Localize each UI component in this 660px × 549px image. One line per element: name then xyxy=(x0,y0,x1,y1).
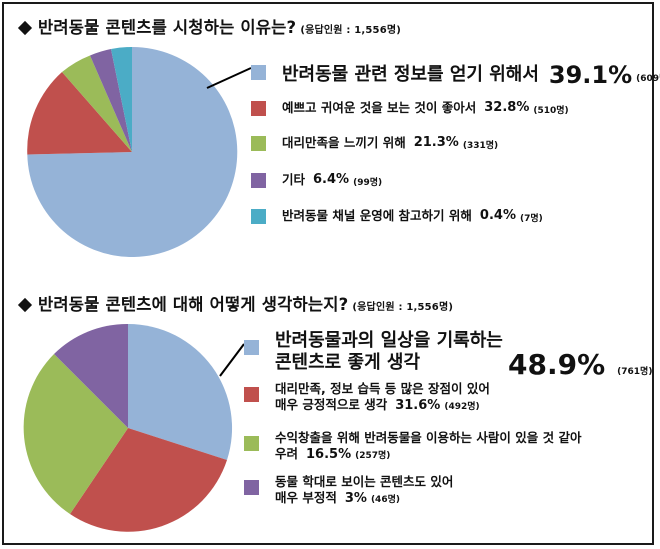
section1-title-text: 반려동물 콘텐츠를 시청하는 이유는? xyxy=(38,18,297,37)
legend-label: 예쁘고 귀여운 것을 보는 것이 좋아서 xyxy=(282,100,477,115)
pie2-slice-very-positive xyxy=(70,428,227,532)
pie1-legend-item: 반려동물 채널 운영에 참고하기 위해 0.4% (7명) xyxy=(251,208,543,224)
section2-respondents-note: (응답인원 : 1,556명) xyxy=(352,302,454,313)
legend-swatch-green xyxy=(244,436,259,451)
legend-count: (761명) xyxy=(617,367,653,377)
legend-swatch-red xyxy=(251,101,266,116)
legend-label: 수익창출을 위해 반려동물을 이용하는 사람이 있을 것 같아 우려 16.5%(… xyxy=(275,430,581,464)
section2-title: 반려동물 콘텐츠에 대해 어떻게 생각하는지? (응답인원 : 1,556명) xyxy=(17,291,454,315)
section2-title-text: 반려동물 콘텐츠에 대해 어떻게 생각하는지? xyxy=(38,295,349,314)
pie2-legend-item: 반려동물과의 일상을 기록하는 콘텐츠로 좋게 생각 xyxy=(244,330,503,374)
legend-label-line2: 매우 부정적 xyxy=(275,490,337,505)
legend-count: (331명) xyxy=(462,141,499,151)
pie1-leader-line xyxy=(206,67,252,89)
legend-count: (99명) xyxy=(353,178,383,188)
legend-label: 반려동물과의 일상을 기록하는 콘텐츠로 좋게 생각 xyxy=(275,330,503,374)
legend-percent: 21.3% xyxy=(413,135,459,150)
legend-count: (257명) xyxy=(355,451,391,461)
legend-label-line1: 대리만족, 정보 습득 등 많은 장점이 있어 xyxy=(275,381,490,396)
legend-swatch-red xyxy=(244,387,259,402)
section1-respondents-note: (응답인원 : 1,556명) xyxy=(300,25,402,36)
pie1-slice-vicarious xyxy=(62,55,132,152)
pie1-slice-cute xyxy=(27,72,132,155)
legend-label: 반려동물 채널 운영에 참고하기 위해 xyxy=(282,208,472,223)
legend-label-line2: 우려 xyxy=(275,446,299,461)
legend-count: (7명) xyxy=(519,214,543,224)
pie1-legend-item: 대리만족을 느끼기 위해 21.3% (331명) xyxy=(251,135,498,151)
pie2-legend-item: 대리만족, 정보 습득 등 많은 장점이 있어 매우 긍정적으로 생각 31.6%… xyxy=(244,381,490,415)
pie2-slice-very-negative xyxy=(54,323,128,428)
pie1-slice-info xyxy=(27,46,238,257)
pie-chart-2 xyxy=(23,323,233,532)
legend-swatch-purple xyxy=(251,173,266,188)
legend-percent: 31.6% xyxy=(395,398,441,413)
pie2-legend-item: 동물 학대로 보이는 콘텐츠도 있어 매우 부정적 3% (46명) xyxy=(244,474,453,508)
legend-label-line2: 매우 긍정적으로 생각 xyxy=(275,397,388,412)
legend-swatch-cyan xyxy=(251,209,266,224)
outer-frame xyxy=(2,2,654,545)
legend-count: (492명) xyxy=(444,402,480,412)
legend-label: 동물 학대로 보이는 콘텐츠도 있어 매우 부정적 3% (46명) xyxy=(275,474,453,508)
legend-percent: 3% xyxy=(344,491,367,506)
legend-count: (46명) xyxy=(370,495,400,505)
legend-swatch-purple xyxy=(244,480,259,495)
legend-label-line1: 수익창출을 위해 반려동물을 이용하는 사람이 있을 것 같아 xyxy=(275,430,582,445)
pie1-legend-item: 예쁘고 귀여운 것을 보는 것이 좋아서 32.8% (510명) xyxy=(251,100,569,116)
pie1-slice-channel xyxy=(111,46,132,153)
legend-label: 대리만족, 정보 습득 등 많은 장점이 있어 매우 긍정적으로 생각 31.6%… xyxy=(275,381,490,415)
pie1-legend-item: 반려동물 관련 정보를 얻기 위해서 39.1% (609명) xyxy=(251,61,660,89)
pie1-legend-item: 기타 6.4% (99명) xyxy=(251,172,382,188)
diamond-bullet-icon xyxy=(17,297,33,312)
pie2-legend-item: 수익창출을 위해 반려동물을 이용하는 사람이 있을 것 같아 우려 16.5%(… xyxy=(244,430,581,464)
legend-label-line1: 반려동물과의 일상을 기록하는 xyxy=(275,330,503,351)
legend-percent: 6.4% xyxy=(313,172,350,187)
legend-label-line1: 동물 학대로 보이는 콘텐츠도 있어 xyxy=(275,474,454,489)
legend-label-line2: 콘텐츠로 좋게 생각 xyxy=(275,352,421,373)
diamond-bullet-icon xyxy=(17,20,33,35)
legend-swatch-green xyxy=(251,136,266,151)
legend-label: 반려동물 관련 정보를 얻기 위해서 xyxy=(282,64,539,85)
legend-percent: 48.9% xyxy=(508,348,606,381)
legend-percent: 39.1% xyxy=(548,61,633,89)
legend-swatch-blue xyxy=(244,340,259,355)
pie1-slice-other xyxy=(90,49,132,152)
legend-percent: 0.4% xyxy=(479,208,516,223)
pie-chart-1 xyxy=(27,46,238,257)
legend-label: 대리만족을 느끼기 위해 xyxy=(282,135,406,150)
legend-count: (609명) xyxy=(636,74,660,84)
legend-label: 기타 xyxy=(282,172,306,187)
legend-percent: 32.8% xyxy=(484,100,530,115)
pie2-slice-positive xyxy=(128,324,233,460)
pie2-leader-line xyxy=(219,343,245,377)
legend-percent: 16.5% xyxy=(306,447,352,462)
pie2-slice-concern xyxy=(23,354,128,514)
pie2-legend-highlight: 48.9% (761명) xyxy=(508,348,652,381)
section1-title: 반려동물 콘텐츠를 시청하는 이유는? (응답인원 : 1,556명) xyxy=(17,14,402,38)
legend-swatch-blue xyxy=(251,65,266,80)
legend-count: (510명) xyxy=(533,106,569,116)
